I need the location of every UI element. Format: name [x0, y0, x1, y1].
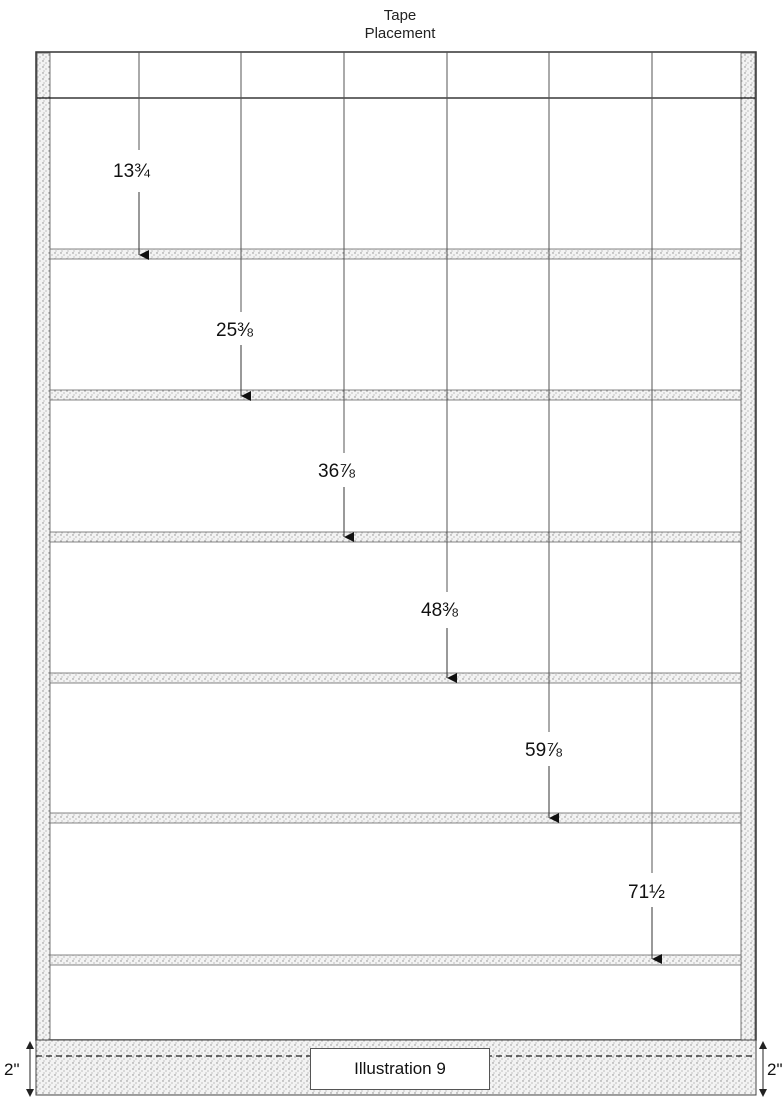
dimension-label-right: 2": [767, 1060, 783, 1079]
measurement-label-6: 71½: [628, 882, 665, 903]
dimension-arrows: [26, 1041, 767, 1097]
measurement-arrows: [138, 52, 662, 964]
tape-row-1: [49, 248, 742, 260]
title-line-1: Tape: [383, 7, 417, 24]
tape-row-6: [49, 954, 742, 966]
illustration-caption: Illustration 9: [310, 1048, 490, 1090]
tape-row-2: [49, 389, 742, 401]
tape-rows: [49, 248, 742, 966]
dimension-label-left: 2": [4, 1060, 20, 1079]
tape-row-3: [49, 531, 742, 543]
frame-outline: [35, 51, 757, 1041]
measurement-label-4: 48⅜: [421, 600, 458, 621]
right-wall-strip: [740, 52, 756, 1041]
left-wall-strip: [36, 52, 51, 1041]
tape-row-4: [49, 672, 742, 684]
measurement-label-1: 13¾: [113, 161, 150, 182]
measurement-label-3: 36⅞: [318, 461, 355, 482]
measurement-label-5: 59⅞: [525, 740, 562, 761]
title-line-2: Placement: [364, 25, 436, 42]
measurement-label-2: 25⅜: [216, 320, 253, 341]
tape-row-5: [49, 812, 742, 824]
